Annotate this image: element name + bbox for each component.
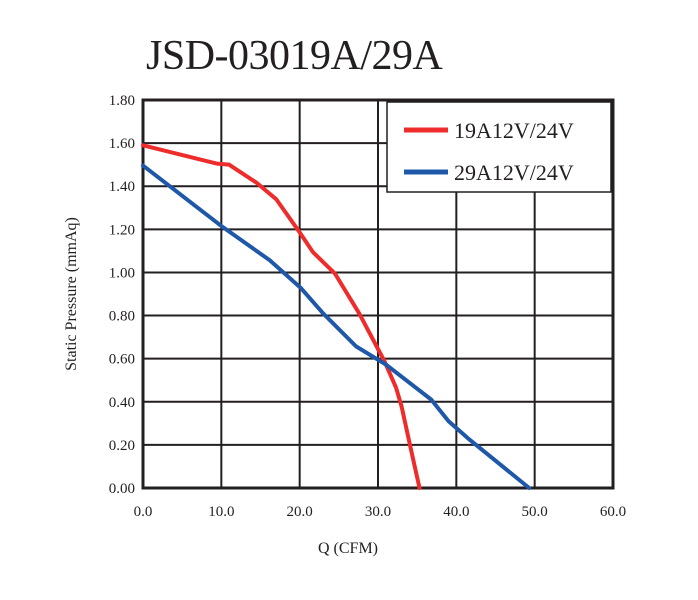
legend-label-2: 29A12V/24V — [454, 160, 574, 185]
legend-label-1: 19A12V/24V — [454, 118, 574, 143]
y-tick-label: 0.80 — [109, 309, 135, 325]
y-tick-label: 1.80 — [109, 93, 135, 109]
x-tick-label: 40.0 — [443, 504, 469, 520]
series-line-1 — [141, 143, 422, 490]
legend-box — [386, 101, 612, 193]
plot-frame — [141, 98, 615, 490]
x-tick-label: 10.0 — [208, 504, 234, 520]
y-tick-label: 1.60 — [109, 136, 135, 152]
y-tick-label: 0.60 — [109, 352, 135, 368]
x-tick-label: 50.0 — [522, 504, 548, 520]
x-axis-label: Q (CFM) — [318, 540, 378, 557]
x-tick-label: 20.0 — [287, 504, 313, 520]
x-tick-label: 60.0 — [600, 504, 626, 520]
y-tick-label: 0.20 — [109, 438, 135, 454]
y-axis-label: Static Pressure (mmAq) — [63, 217, 80, 371]
x-tick-label: 30.0 — [365, 504, 391, 520]
x-tick-label: 0.0 — [134, 504, 153, 520]
y-tick-label: 1.00 — [109, 265, 135, 281]
y-tick-label: 1.20 — [109, 222, 135, 238]
y-tick-label: 0.00 — [109, 481, 135, 497]
series-line-2 — [141, 163, 532, 490]
y-tick-label: 0.40 — [109, 395, 135, 411]
y-tick-label: 1.40 — [109, 179, 135, 195]
chart-title: JSD-03019A/29A — [146, 33, 443, 79]
